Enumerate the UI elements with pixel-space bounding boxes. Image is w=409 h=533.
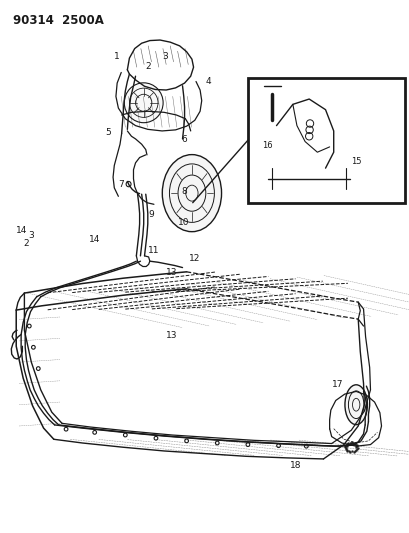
- Text: 14: 14: [89, 236, 100, 245]
- Bar: [247, 78, 404, 203]
- Text: 6: 6: [180, 135, 186, 144]
- Ellipse shape: [344, 385, 366, 425]
- Text: 18: 18: [289, 462, 301, 470]
- Text: 10: 10: [178, 219, 189, 228]
- Text: 8: 8: [180, 187, 186, 196]
- Text: 14: 14: [16, 226, 27, 235]
- Text: 5: 5: [105, 128, 110, 137]
- Text: 13: 13: [165, 269, 177, 277]
- Ellipse shape: [162, 155, 221, 232]
- Text: 3: 3: [28, 231, 34, 240]
- Text: 17: 17: [331, 380, 343, 389]
- Text: 2: 2: [145, 62, 150, 71]
- Text: 13: 13: [165, 331, 177, 340]
- Text: 2: 2: [23, 239, 29, 248]
- Text: 90314  2500A: 90314 2500A: [13, 14, 103, 27]
- Text: 3: 3: [162, 52, 167, 61]
- Text: 11: 11: [148, 246, 159, 255]
- Text: 15: 15: [350, 157, 361, 166]
- Text: 4: 4: [205, 77, 211, 86]
- Ellipse shape: [124, 83, 163, 123]
- Text: 7: 7: [118, 180, 124, 189]
- Text: 16: 16: [262, 141, 272, 150]
- Text: 12: 12: [189, 254, 200, 263]
- Text: 9: 9: [148, 210, 153, 219]
- Text: 1: 1: [114, 52, 120, 61]
